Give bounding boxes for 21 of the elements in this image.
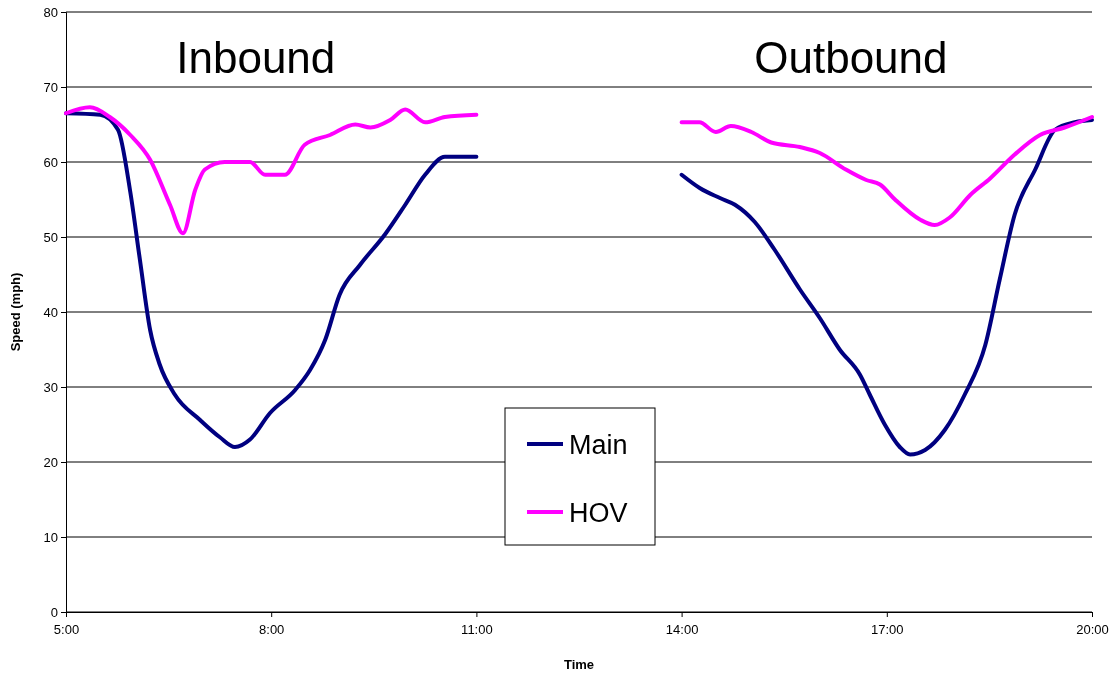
x-tick-label: 14:00	[665, 622, 699, 638]
y-tick-label: 60	[43, 154, 58, 170]
x-tick-label: 17:00	[871, 622, 904, 638]
y-tick-label: 40	[43, 304, 58, 320]
legend-label: HOV	[569, 498, 628, 528]
annotation: Inbound	[176, 33, 336, 82]
y-tick-label: 10	[43, 529, 58, 545]
x-tick-label: 8:00	[259, 622, 285, 638]
y-tick-label: 20	[43, 454, 58, 470]
y-tick-label: 80	[43, 4, 58, 20]
legend-label: Main	[569, 430, 628, 460]
y-tick-label: 50	[43, 229, 58, 245]
x-tick-label: 20:00	[1076, 622, 1109, 638]
y-tick-label: 30	[43, 379, 58, 395]
y-tick-label: 70	[43, 79, 58, 95]
x-tick-label: 11:00	[461, 622, 493, 638]
y-tick-label: 0	[50, 604, 58, 620]
x-tick-label: 5:00	[53, 622, 80, 638]
x-axis-title: Time	[563, 657, 595, 672]
y-axis-title: Speed (mph)	[8, 272, 23, 352]
annotation: Outbound	[754, 33, 948, 82]
